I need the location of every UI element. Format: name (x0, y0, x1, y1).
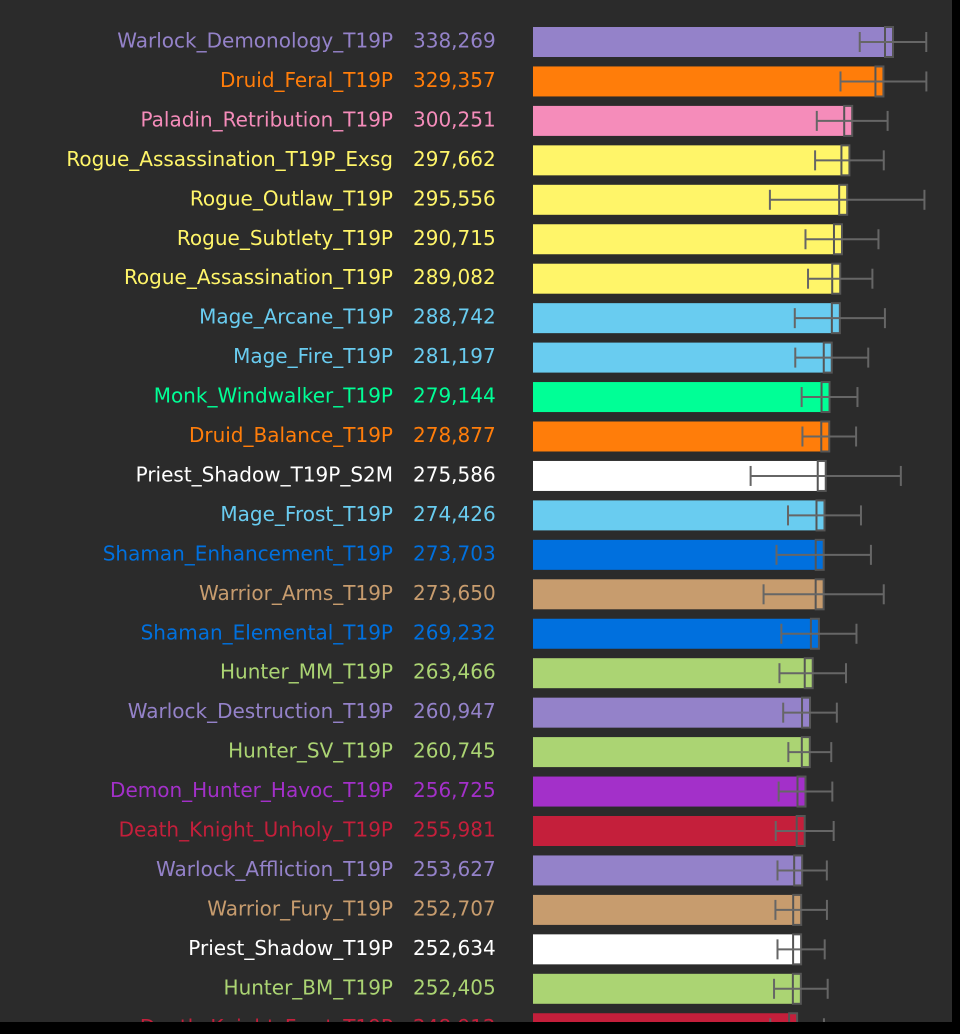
category-label: Priest_Shadow_T19P_S2M (136, 462, 393, 486)
value-label: 297,662 (413, 147, 496, 171)
category-label: Death_Knight_Unholy_T19P (119, 818, 393, 842)
category-label: Rogue_Subtlety_T19P (177, 226, 393, 250)
bar (533, 224, 842, 255)
bar (533, 658, 813, 689)
value-label: 289,082 (413, 265, 496, 289)
value-label: 275,586 (413, 462, 496, 486)
bar (533, 894, 802, 925)
value-label: 279,144 (413, 384, 496, 408)
category-label: Demon_Hunter_Havoc_T19P (110, 778, 393, 802)
category-label: Druid_Balance_T19P (189, 423, 393, 447)
category-label: Mage_Frost_T19P (220, 502, 393, 526)
category-label: Warlock_Demonology_T19P (117, 29, 393, 53)
value-label: 290,715 (413, 226, 496, 250)
value-label: 263,466 (413, 660, 496, 684)
bar (533, 421, 830, 452)
bar (533, 145, 850, 176)
value-label: 273,703 (413, 541, 496, 565)
bar (533, 382, 830, 413)
value-label: 260,745 (413, 739, 496, 763)
value-label: 281,197 (413, 344, 496, 368)
category-label: Warrior_Arms_T19P (199, 581, 393, 605)
value-label: 288,742 (413, 305, 496, 329)
category-label: Paladin_Retribution_T19P (141, 107, 394, 131)
bottom-edge (0, 1022, 960, 1034)
bar (533, 737, 810, 768)
category-label: Shaman_Enhancement_T19P (103, 541, 393, 565)
edge (952, 0, 960, 1034)
bar (533, 539, 824, 570)
category-label: Hunter_SV_T19P (228, 739, 393, 763)
value-label: 253,627 (413, 857, 496, 881)
category-label: Rogue_Outlaw_T19P (190, 186, 393, 210)
bar (533, 816, 805, 846)
category-label: Priest_Shadow_T19P (188, 936, 393, 960)
bar (533, 342, 832, 373)
value-label: 278,877 (413, 423, 496, 447)
value-label: 273,650 (413, 581, 496, 605)
category-label: Rogue_Assassination_T19P (124, 265, 393, 289)
value-label: 269,232 (413, 620, 496, 644)
bar (533, 105, 853, 136)
value-label: 260,947 (413, 699, 496, 723)
value-label: 338,269 (413, 29, 496, 53)
value-label: 256,725 (413, 778, 496, 802)
value-label: 274,426 (413, 502, 496, 526)
bar (533, 697, 811, 728)
value-label: 252,634 (413, 936, 496, 960)
bar (533, 855, 803, 886)
bar (533, 500, 825, 531)
category-label: Warlock_Destruction_T19P (128, 699, 393, 723)
category-label: Mage_Fire_T19P (233, 344, 393, 368)
bar (533, 973, 801, 1004)
value-label: 300,251 (413, 107, 496, 131)
value-label: 252,707 (413, 896, 496, 920)
category-label: Shaman_Elemental_T19P (141, 620, 393, 644)
bar (533, 303, 840, 334)
category-label: Druid_Feral_T19P (220, 68, 393, 92)
bar (533, 618, 819, 649)
category-label: Warrior_Fury_T19P (207, 896, 393, 920)
value-label: 255,981 (413, 818, 496, 842)
value-label: 295,556 (413, 186, 496, 210)
value-label: 252,405 (413, 975, 496, 999)
category-label: Monk_Windwalker_T19P (154, 384, 393, 408)
category-label: Hunter_BM_T19P (224, 975, 393, 999)
bar (533, 776, 806, 807)
category-label: Mage_Arcane_T19P (199, 305, 393, 329)
bar (533, 66, 884, 97)
category-label: Warlock_Affliction_T19P (156, 857, 393, 881)
bar (533, 27, 893, 57)
bar (533, 934, 802, 965)
category-label: Rogue_Assassination_T19P_Exsg (66, 147, 393, 171)
category-label: Hunter_MM_T19P (220, 660, 393, 684)
bar (533, 263, 841, 294)
value-label: 329,357 (413, 68, 496, 92)
